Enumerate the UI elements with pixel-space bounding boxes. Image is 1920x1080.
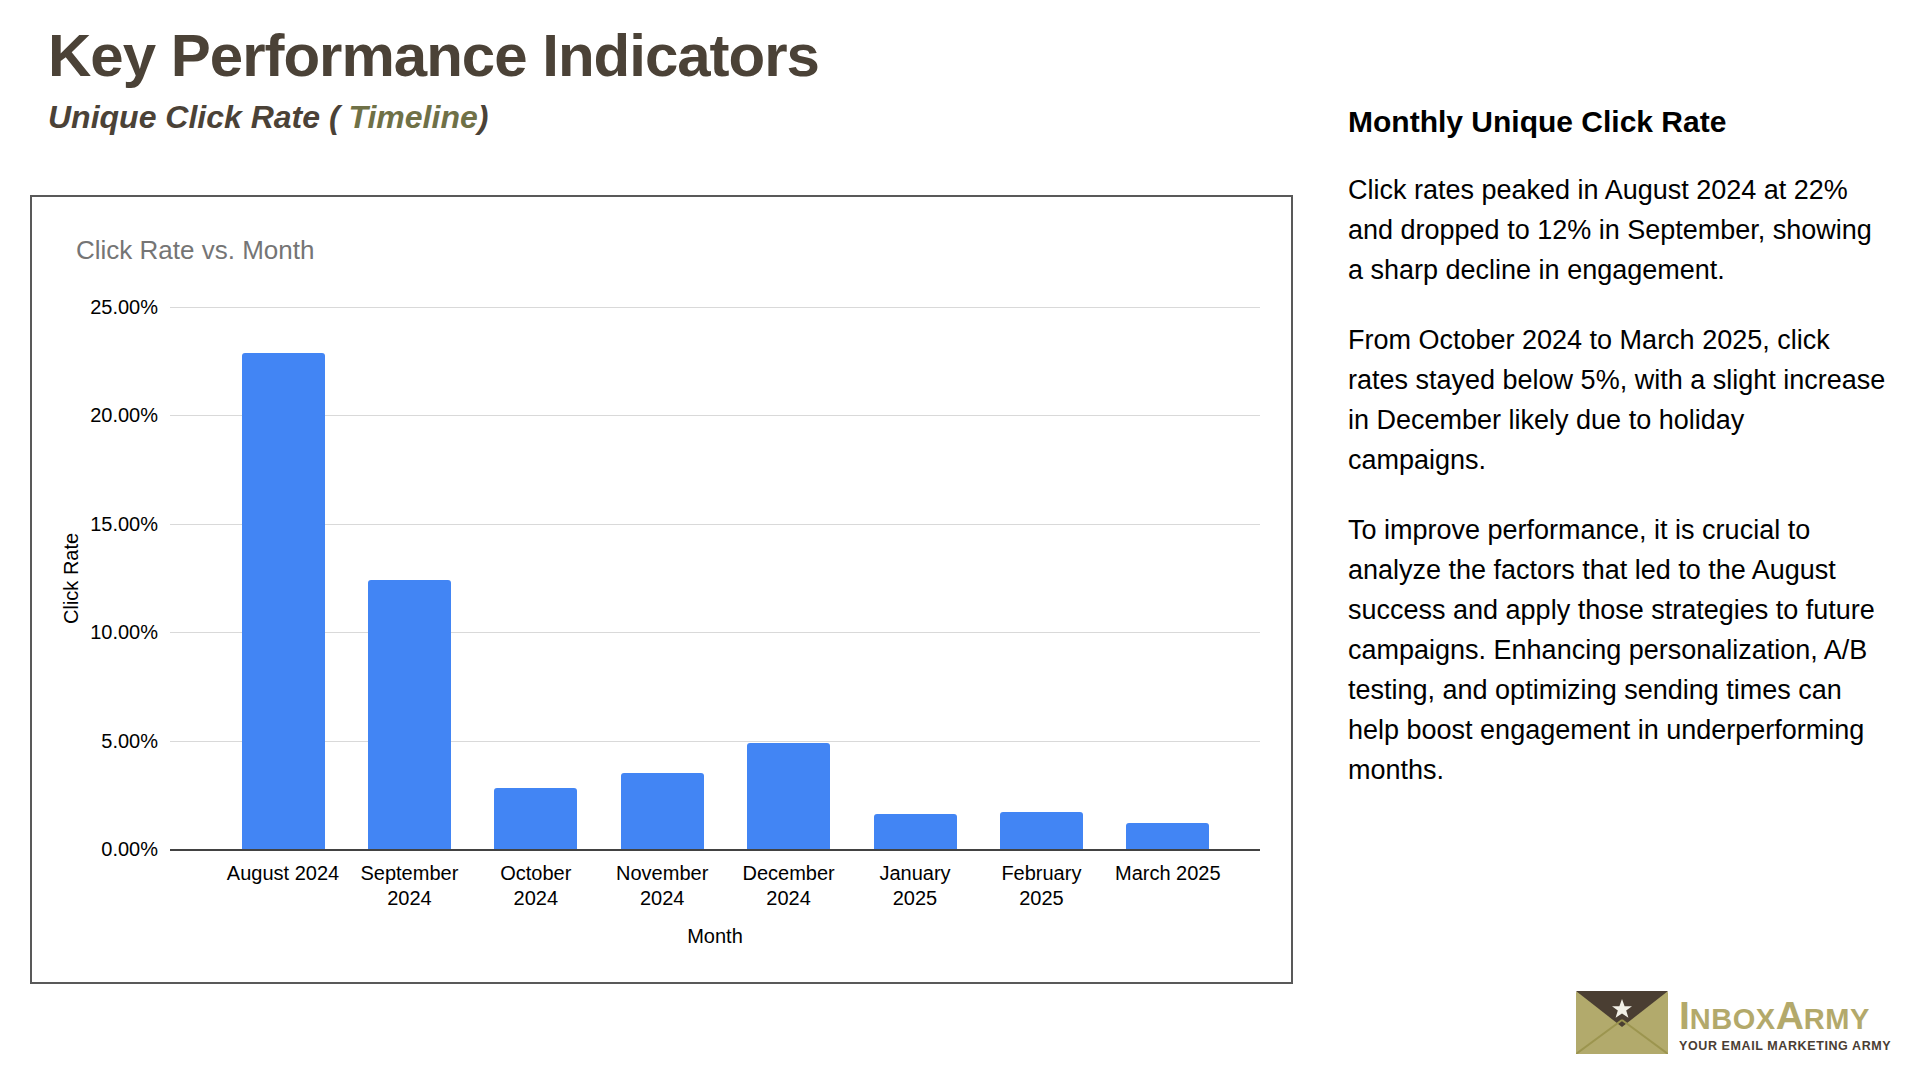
y-tick-label: 5.00% <box>54 729 158 752</box>
x-tick-label: December 2024 <box>724 861 854 911</box>
logo-word2-initial: A <box>1776 996 1804 1035</box>
bar-November 2024 <box>621 773 704 849</box>
notes-paragraph-1: Click rates peaked in August 2024 at 22%… <box>1348 170 1888 290</box>
notes-paragraph-3: To improve performance, it is crucial to… <box>1348 510 1888 790</box>
y-tick-label: 10.00% <box>54 621 158 644</box>
x-tick-label: August 2024 <box>218 861 348 886</box>
slide-header: Key Performance Indicators Unique Click … <box>48 24 819 136</box>
plot-area: 0.00%5.00%10.00%15.00%20.00%25.00%August… <box>170 307 1260 849</box>
logo-word1-initial: I <box>1679 996 1690 1035</box>
bar-September 2024 <box>368 580 451 849</box>
y-tick-label: 20.00% <box>54 404 158 427</box>
gridline-0.00% <box>170 849 1260 851</box>
subtitle-prefix: Unique Click Rate ( <box>48 99 349 135</box>
gridline-5.00% <box>170 741 1260 742</box>
y-tick-label: 25.00% <box>54 296 158 319</box>
x-tick-label: March 2025 <box>1103 861 1233 886</box>
subtitle-suffix: ) <box>478 99 489 135</box>
gridline-20.00% <box>170 415 1260 416</box>
gridline-15.00% <box>170 524 1260 525</box>
chart-card: Click Rate vs. Month Click Rate 0.00%5.0… <box>30 195 1293 984</box>
bar-January 2025 <box>874 814 957 849</box>
notes-panel: Monthly Unique Click Rate Click rates pe… <box>1348 104 1888 790</box>
gridline-25.00% <box>170 307 1260 308</box>
subtitle-highlight: Timeline <box>349 99 478 135</box>
envelope-star-icon <box>1576 991 1668 1058</box>
gridline-10.00% <box>170 632 1260 633</box>
notes-heading: Monthly Unique Click Rate <box>1348 104 1888 140</box>
y-tick-label: 0.00% <box>54 838 158 861</box>
x-tick-label: October 2024 <box>471 861 601 911</box>
bar-February 2025 <box>1000 812 1083 849</box>
chart-title: Click Rate vs. Month <box>76 235 314 266</box>
page-title: Key Performance Indicators <box>48 24 819 89</box>
bar-August 2024 <box>242 353 325 849</box>
page-subtitle: Unique Click Rate ( Timeline) <box>48 99 819 136</box>
x-tick-label: February 2025 <box>976 861 1106 911</box>
logo-text: INBOXARMY YOUR EMAIL MARKETING ARMY <box>1679 996 1891 1053</box>
y-axis-title: Click Rate <box>58 307 84 849</box>
logo-word1-rest: NBOX <box>1690 1005 1776 1034</box>
inboxarmy-logo: INBOXARMY YOUR EMAIL MARKETING ARMY <box>1576 991 1891 1058</box>
bar-March 2025 <box>1126 823 1209 849</box>
notes-paragraph-2: From October 2024 to March 2025, click r… <box>1348 320 1888 480</box>
bar-October 2024 <box>494 788 577 849</box>
x-tick-label: January 2025 <box>850 861 980 911</box>
y-tick-label: 15.00% <box>54 512 158 535</box>
logo-word2-rest: RMY <box>1804 1005 1870 1034</box>
logo-tagline: YOUR EMAIL MARKETING ARMY <box>1679 1039 1891 1053</box>
logo-wordmark: INBOXARMY <box>1679 996 1891 1035</box>
x-tick-label: September 2024 <box>344 861 474 911</box>
x-tick-label: November 2024 <box>597 861 727 911</box>
bar-December 2024 <box>747 743 830 849</box>
x-axis-title: Month <box>170 925 1260 948</box>
